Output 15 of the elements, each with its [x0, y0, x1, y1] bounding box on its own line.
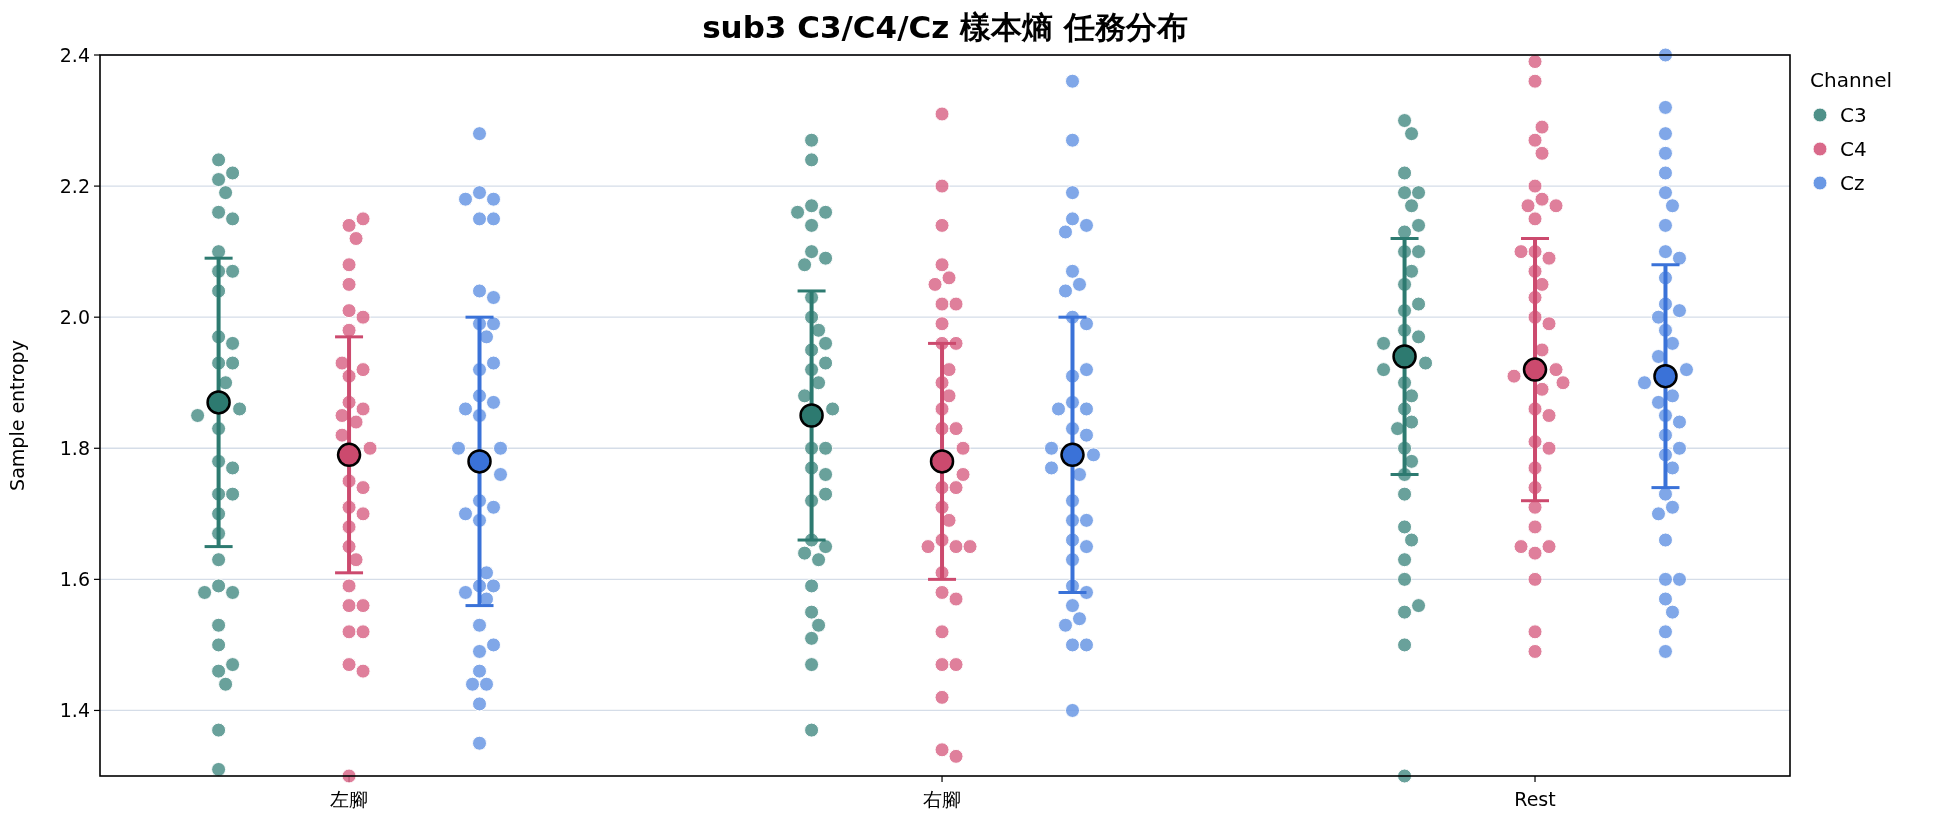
x-tick-label: 左腳 — [330, 788, 369, 810]
legend-label: C3 — [1840, 103, 1867, 127]
y-axis-title: Sample entropy — [6, 340, 28, 491]
y-tick-label: 2.4 — [59, 44, 90, 66]
legend-label: C4 — [1840, 137, 1867, 161]
legend-label: Cz — [1840, 171, 1865, 195]
chart-title: sub3 C3/C4/Cz 樣本熵 任務分布 — [702, 9, 1188, 45]
x-tick-label: 右腳 — [923, 788, 962, 810]
y-tick-label: 2.2 — [59, 175, 90, 198]
y-tick-label: 1.6 — [59, 568, 90, 591]
y-tick-label: 2.0 — [59, 306, 90, 329]
legend-title: Channel — [1810, 68, 1893, 92]
y-tick-label: 1.4 — [59, 699, 90, 722]
y-tick-label: 1.8 — [59, 437, 90, 460]
x-tick-label: Rest — [1514, 788, 1556, 810]
